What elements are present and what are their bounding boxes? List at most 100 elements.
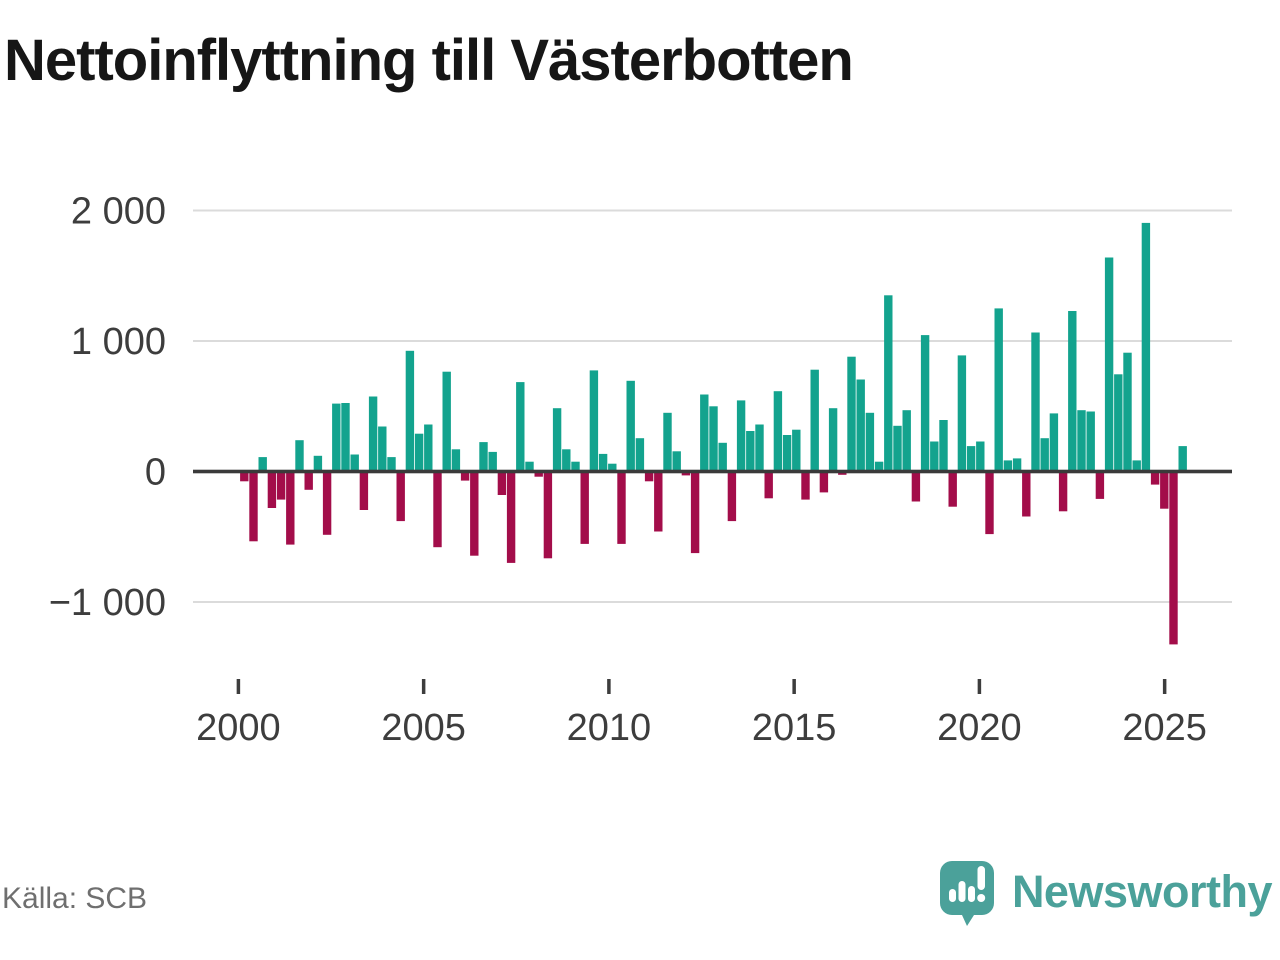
bar-2000-Q2 <box>249 471 258 542</box>
bar-2016-Q4 <box>856 379 865 472</box>
bar-2015-Q3 <box>810 369 819 472</box>
bar-2024-Q4 <box>1150 471 1160 485</box>
bar-2005-Q2 <box>433 471 442 548</box>
bar-2017-Q3 <box>884 295 893 472</box>
bar-2009-Q4 <box>598 453 608 472</box>
bar-2011-Q2 <box>654 471 663 532</box>
bar-2004-Q1 <box>387 457 396 472</box>
bar-2021-Q1 <box>1012 458 1022 472</box>
bar-2017-Q1 <box>865 412 875 472</box>
newsworthy-logo: Newsworthy <box>938 852 1273 932</box>
bar-2018-Q3 <box>920 335 930 472</box>
x-tick-label-2020: 2020 <box>937 707 1022 749</box>
bar-2020-Q4 <box>1003 460 1013 472</box>
bar-2006-Q1 <box>460 471 470 481</box>
bar-2017-Q4 <box>893 425 902 472</box>
bar-2023-Q1 <box>1086 411 1095 472</box>
bar-2014-Q2 <box>764 471 773 499</box>
bar-2023-Q2 <box>1095 471 1105 499</box>
bar-2007-Q4 <box>525 461 534 472</box>
bar-2022-Q4 <box>1077 410 1086 472</box>
bar-2003-Q1 <box>350 454 359 472</box>
bar-2010-Q3 <box>626 380 635 472</box>
bar-2019-Q1 <box>939 420 948 472</box>
source-label: Källa: SCB <box>2 882 148 915</box>
bar-2003-Q2 <box>359 471 369 510</box>
chart-title: Nettoinflyttning till Västerbotten <box>4 28 854 93</box>
bar-2014-Q3 <box>773 391 783 472</box>
bar-2003-Q3 <box>368 396 378 472</box>
zero-axis-line <box>193 469 1232 474</box>
bar-2013-Q4 <box>746 431 755 472</box>
y-tick-label-0: 0 <box>145 452 166 494</box>
bar-2020-Q1 <box>976 441 985 472</box>
bar-2015-Q2 <box>801 471 810 500</box>
bar-2008-Q1 <box>534 471 543 477</box>
bar-2002-Q1 <box>313 455 323 472</box>
bar-2013-Q2 <box>727 471 737 522</box>
bar-2004-Q4 <box>414 433 424 472</box>
bar-2025-Q2 <box>1169 471 1178 645</box>
bar-2002-Q3 <box>332 403 341 472</box>
bar-2023-Q3 <box>1104 257 1114 472</box>
bar-2018-Q2 <box>911 471 921 502</box>
y-tick-label-2000: 2 000 <box>71 191 166 233</box>
x-tick-label-2010: 2010 <box>567 707 652 749</box>
bar-2016-Q3 <box>847 356 856 472</box>
bar-2012-Q1 <box>681 471 691 476</box>
bar-2022-Q2 <box>1058 471 1068 512</box>
bar-2009-Q1 <box>571 461 580 472</box>
bar-2010-Q2 <box>617 471 626 544</box>
bar-2001-Q1 <box>276 471 286 500</box>
bar-2006-Q2 <box>470 471 479 556</box>
bar-2007-Q1 <box>497 471 507 495</box>
bar-2015-Q4 <box>819 471 829 493</box>
y-tick-label-1000: 1 000 <box>71 321 166 363</box>
bar-2013-Q3 <box>736 400 746 472</box>
y-tick-label--1000: −1 000 <box>49 582 166 624</box>
bar-2022-Q1 <box>1049 413 1059 472</box>
newsworthy-bubble-icon <box>939 861 994 926</box>
bar-2010-Q1 <box>608 463 617 472</box>
bar-2000-Q4 <box>267 471 277 508</box>
bar-2019-Q2 <box>948 471 957 507</box>
bar-2018-Q4 <box>930 441 939 472</box>
bar-2008-Q2 <box>543 471 553 559</box>
bar-2020-Q3 <box>994 308 1003 472</box>
bar-2011-Q4 <box>672 451 681 472</box>
bar-2017-Q2 <box>874 461 884 472</box>
bar-2012-Q3 <box>700 394 709 472</box>
bar-2005-Q3 <box>442 371 451 472</box>
bar-2021-Q4 <box>1040 438 1049 472</box>
bar-2007-Q2 <box>506 471 516 563</box>
bar-2025-Q3 <box>1178 446 1187 472</box>
bar-2011-Q1 <box>644 471 654 482</box>
bar-2013-Q1 <box>718 442 727 472</box>
bar-2008-Q4 <box>562 449 571 472</box>
bar-2006-Q4 <box>488 451 497 472</box>
bar-2005-Q1 <box>424 424 433 472</box>
bar-2012-Q2 <box>690 471 700 554</box>
bar-2022-Q3 <box>1068 311 1077 472</box>
bar-2002-Q2 <box>322 471 332 535</box>
bar-2015-Q1 <box>792 429 801 472</box>
bar-2004-Q3 <box>405 350 415 472</box>
x-tick-label-2015: 2015 <box>752 707 837 749</box>
bar-2007-Q3 <box>516 382 525 472</box>
bar-2011-Q3 <box>663 412 672 472</box>
bar-2006-Q3 <box>479 442 488 472</box>
bar-2016-Q1 <box>828 408 838 472</box>
x-tick-label-2000: 2000 <box>196 707 281 749</box>
x-tick-label-2005: 2005 <box>381 707 466 749</box>
bar-2019-Q3 <box>957 355 967 472</box>
bar-2018-Q1 <box>902 410 911 472</box>
x-tick-label-2025: 2025 <box>1122 707 1207 749</box>
bar-2012-Q4 <box>709 406 718 472</box>
bar-2009-Q2 <box>580 471 589 544</box>
bar-2010-Q4 <box>635 438 645 472</box>
bar-2025-Q1 <box>1160 471 1169 509</box>
bar-2000-Q1 <box>240 471 249 482</box>
